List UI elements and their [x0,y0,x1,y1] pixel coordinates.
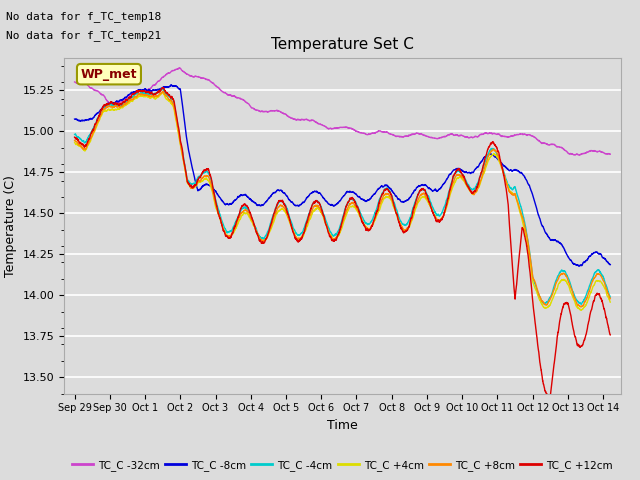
Text: No data for f_TC_temp21: No data for f_TC_temp21 [6,30,162,41]
Y-axis label: Temperature (C): Temperature (C) [4,175,17,276]
X-axis label: Time: Time [327,419,358,432]
Text: WP_met: WP_met [81,68,137,81]
Legend: TC_C -32cm, TC_C -8cm, TC_C -4cm, TC_C +4cm, TC_C +8cm, TC_C +12cm: TC_C -32cm, TC_C -8cm, TC_C -4cm, TC_C +… [68,456,617,475]
Text: No data for f_TC_temp18: No data for f_TC_temp18 [6,11,162,22]
Title: Temperature Set C: Temperature Set C [271,37,414,52]
